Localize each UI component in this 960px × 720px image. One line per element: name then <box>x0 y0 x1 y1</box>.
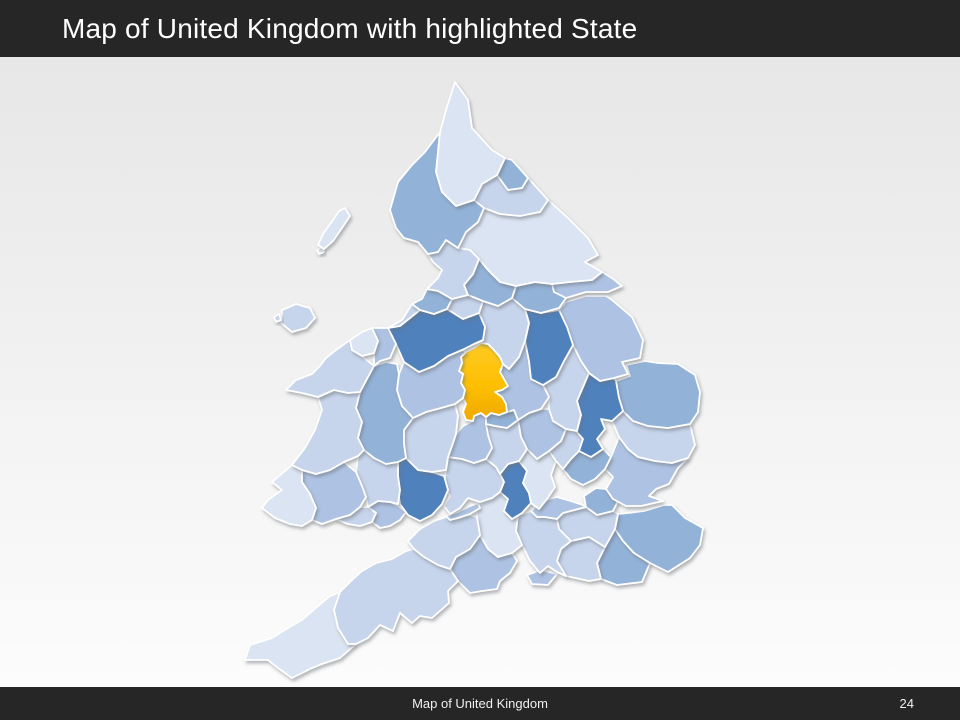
region-isle-of-man <box>317 207 351 250</box>
region-norfolk <box>615 360 701 429</box>
region-somerset <box>407 514 481 570</box>
region-kent <box>614 504 704 573</box>
region-devon <box>333 548 459 645</box>
region-northumberland <box>435 81 506 207</box>
footer-bar: Map of United Kingdom 24 <box>0 687 960 720</box>
region-anglesey <box>280 303 316 333</box>
page-number: 24 <box>899 696 914 711</box>
title-bar: Map of United Kingdom with highlighted S… <box>0 0 960 57</box>
slide-title: Map of United Kingdom with highlighted S… <box>62 12 638 44</box>
region-pembrokeshire <box>261 464 317 527</box>
region-conwy <box>349 327 379 357</box>
region-bristol <box>445 502 481 521</box>
region-ceredigion <box>291 389 365 475</box>
region-gwynedd <box>285 339 375 398</box>
region-holy-island <box>273 313 282 323</box>
footer-title: Map of United Kingdom <box>412 696 548 711</box>
